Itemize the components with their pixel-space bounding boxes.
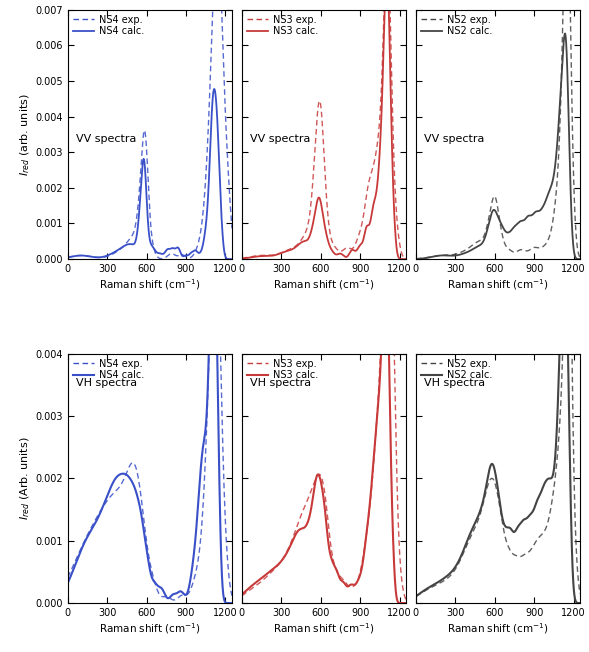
Text: VH spectra: VH spectra — [250, 378, 311, 388]
Legend: NS2 exp., NS2 calc.: NS2 exp., NS2 calc. — [419, 357, 494, 382]
Text: VH spectra: VH spectra — [76, 378, 137, 388]
X-axis label: Raman shift (cm$^{-1}$): Raman shift (cm$^{-1}$) — [273, 276, 375, 291]
Text: VV spectra: VV spectra — [76, 134, 136, 144]
X-axis label: Raman shift (cm$^{-1}$): Raman shift (cm$^{-1}$) — [99, 621, 201, 636]
Text: VV spectra: VV spectra — [424, 134, 485, 144]
X-axis label: Raman shift (cm$^{-1}$): Raman shift (cm$^{-1}$) — [99, 276, 201, 291]
Legend: NS3 exp., NS3 calc.: NS3 exp., NS3 calc. — [245, 12, 320, 38]
Legend: NS4 exp., NS4 calc.: NS4 exp., NS4 calc. — [71, 12, 146, 38]
X-axis label: Raman shift (cm$^{-1}$): Raman shift (cm$^{-1}$) — [273, 621, 375, 636]
X-axis label: Raman shift (cm$^{-1}$): Raman shift (cm$^{-1}$) — [447, 621, 549, 636]
Y-axis label: $I_{red}$ (Arb. units): $I_{red}$ (Arb. units) — [19, 437, 32, 520]
Y-axis label: $I_{red}$ (arb. units): $I_{red}$ (arb. units) — [19, 93, 32, 176]
Text: VH spectra: VH spectra — [424, 378, 485, 388]
X-axis label: Raman shift (cm$^{-1}$): Raman shift (cm$^{-1}$) — [447, 276, 549, 291]
Legend: NS2 exp., NS2 calc.: NS2 exp., NS2 calc. — [419, 12, 494, 38]
Legend: NS4 exp., NS4 calc.: NS4 exp., NS4 calc. — [71, 357, 146, 382]
Text: VV spectra: VV spectra — [250, 134, 310, 144]
Legend: NS3 exp., NS3 calc.: NS3 exp., NS3 calc. — [245, 357, 320, 382]
